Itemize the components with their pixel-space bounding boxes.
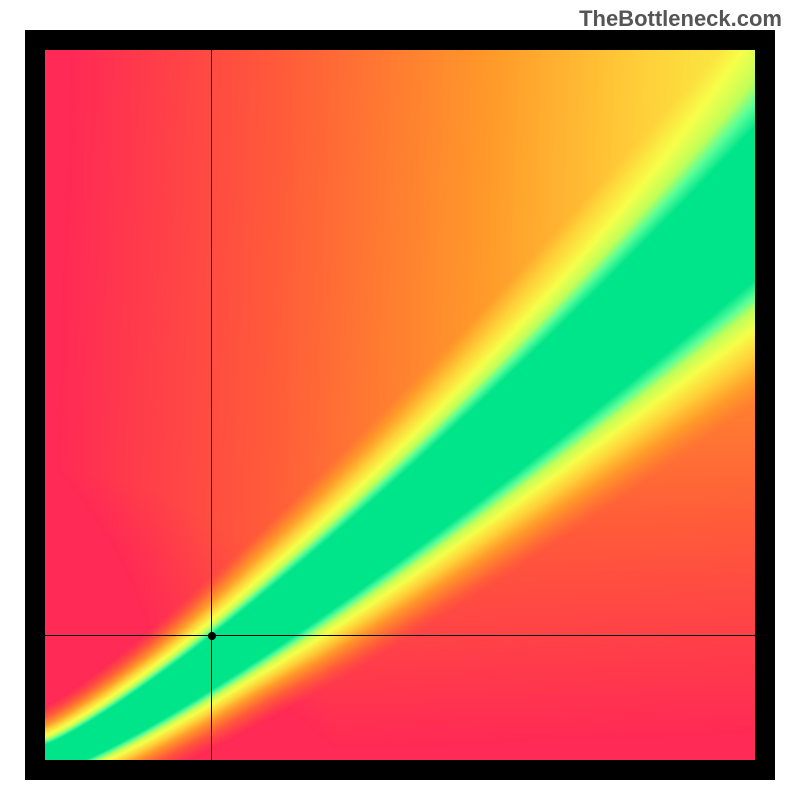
- chart-frame: [25, 30, 775, 780]
- chart-plot-area: [45, 50, 755, 760]
- bottleneck-heatmap: [45, 50, 755, 760]
- crosshair-vertical: [211, 50, 212, 760]
- selected-point-marker: [208, 632, 216, 640]
- crosshair-horizontal: [45, 635, 755, 636]
- watermark-text: TheBottleneck.com: [579, 6, 782, 32]
